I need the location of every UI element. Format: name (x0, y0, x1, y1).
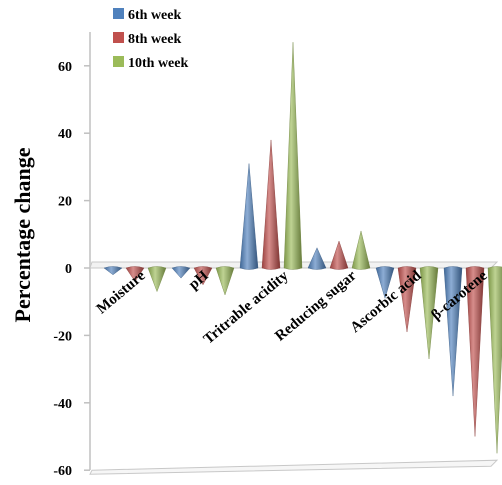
bar-6th-week (239, 163, 259, 270)
bar-8th-week (125, 266, 145, 282)
bar-10th-week (419, 266, 439, 360)
bar-8th-week (397, 266, 417, 333)
legend-swatch (113, 56, 124, 67)
bar-6th-week (103, 266, 123, 275)
y-ticks: 60 40 20 0 -20 -40 -60 (53, 60, 90, 479)
bar-6th-week (375, 266, 395, 300)
y-tick-label: -60 (53, 464, 72, 479)
bar-6th-week (443, 266, 463, 397)
bar-6th-week (171, 266, 191, 279)
bar-10th-week (351, 230, 371, 270)
bars (103, 42, 502, 454)
bar-6th-week (307, 247, 327, 270)
bar-8th-week (465, 266, 485, 437)
bar-10th-week (147, 266, 167, 293)
floor-plane (89, 459, 499, 475)
bar-10th-week (487, 266, 502, 454)
legend-swatch (113, 8, 124, 19)
y-tick-label: 0 (65, 262, 72, 277)
legend-swatch (113, 32, 124, 43)
y-tick-label: 40 (58, 127, 72, 142)
bar-8th-week (193, 266, 213, 286)
legend: 6th week 8th week 10th week (113, 8, 188, 71)
bar-10th-week (215, 266, 235, 296)
y-tick-label: 20 (58, 195, 72, 210)
legend-label: 6th week (128, 8, 181, 23)
bar-8th-week (261, 139, 281, 270)
y-tick-label: -40 (53, 397, 72, 412)
bar-8th-week (329, 240, 349, 270)
legend-label: 10th week (128, 56, 188, 71)
legend-label: 8th week (128, 32, 181, 47)
bar-10th-week (283, 42, 303, 270)
category-label: Moisture (94, 268, 149, 318)
y-tick-label: 60 (58, 60, 72, 75)
y-axis-title: Percentage change (10, 147, 35, 322)
y-tick-label: -20 (53, 329, 72, 344)
